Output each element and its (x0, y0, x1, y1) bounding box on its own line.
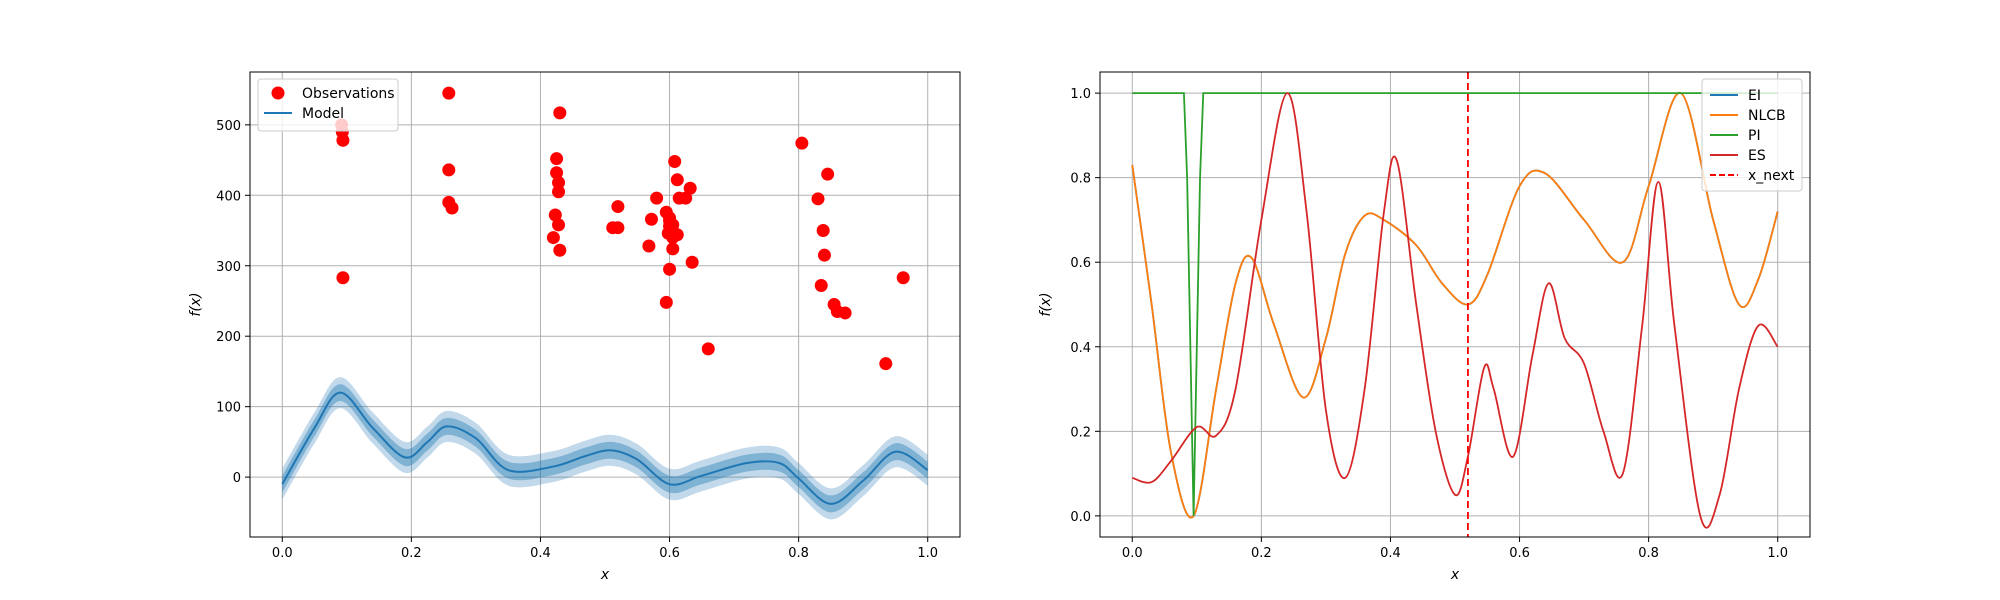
observation-point (685, 255, 699, 269)
right-ytick-label: 0.6 (1070, 256, 1091, 271)
left-ytick-label: 500 (216, 119, 241, 134)
legend-label-observations: Observations (302, 86, 395, 102)
left-ytick-label: 100 (216, 401, 241, 416)
observation-point (795, 136, 809, 150)
observation-point (611, 200, 625, 214)
right-xtick-label: 0.0 (1122, 546, 1143, 561)
right-ylabel: f(x) (1038, 292, 1054, 316)
legend-label-model: Model (302, 106, 344, 122)
left-xtick-label: 1.0 (917, 546, 938, 561)
right-frame (1099, 71, 1811, 538)
left-xtick-label: 0.6 (659, 546, 680, 561)
right-legend-box (1701, 78, 1803, 192)
series-es-line (1131, 92, 1779, 529)
legend-label-x-next: x_next (1748, 168, 1795, 184)
right-xtick-label: 0.8 (1638, 546, 1659, 561)
observation-point (838, 306, 852, 320)
observation-point (553, 243, 567, 257)
left-legend-box (257, 78, 399, 132)
observation-point (666, 242, 680, 256)
right-ytick-label: 1.0 (1070, 87, 1091, 102)
legend-label-pi: PI (1748, 128, 1761, 144)
model-line (281, 391, 929, 505)
observation-point (642, 239, 656, 253)
observation-point (666, 231, 680, 245)
observation-point (663, 219, 677, 233)
observation-point (672, 191, 686, 205)
observation-point (552, 176, 566, 190)
left-xtick-label: 0.0 (272, 546, 293, 561)
observation-point (650, 191, 664, 205)
left-legend: Observations Model (257, 78, 399, 132)
observation-point (606, 221, 620, 235)
left-ytick-label: 200 (216, 330, 241, 345)
left-plot-area (281, 86, 929, 520)
observation-point (663, 262, 677, 276)
observation-point (442, 163, 456, 177)
left-plot: 0.0 0.2 0.4 0.6 0.8 1.0 0 100 200 300 400 500 x f(x) O… (188, 71, 961, 583)
observation-point (336, 271, 350, 285)
observation-point (644, 212, 658, 226)
right-ytick-label: 0.0 (1070, 510, 1091, 525)
right-legend: EI NLCB PI ES x_next (1701, 78, 1803, 192)
right-plot: 0.0 0.2 0.4 0.6 0.8 1.0 0.0 0.2 0.4 0.6 0.8 1.0 x f(x… (1038, 71, 1811, 583)
observation-point (546, 231, 560, 245)
observation-point (659, 295, 673, 309)
observation-point (552, 185, 566, 199)
observation-point (814, 278, 828, 292)
left-ytick-label: 300 (216, 260, 241, 275)
right-xtick-label: 0.6 (1509, 546, 1530, 561)
observation-point (821, 167, 835, 181)
series-nlcb-line (1131, 92, 1779, 519)
left-xtick-label: 0.2 (401, 546, 422, 561)
observation-point (668, 154, 682, 168)
legend-label-nlcb: NLCB (1748, 108, 1786, 124)
left-ytick-label: 400 (216, 189, 241, 204)
observation-point (817, 248, 831, 262)
right-plot-area (1131, 72, 1779, 537)
left-xlabel: x (600, 567, 610, 583)
left-xtick-label: 0.4 (530, 546, 551, 561)
observation-point (445, 201, 459, 215)
legend-label-es: ES (1748, 148, 1766, 164)
left-frame (249, 71, 961, 538)
right-xlabel: x (1450, 567, 1460, 583)
observation-point (879, 357, 893, 371)
observation-point (701, 342, 715, 356)
right-xtick-label: 0.2 (1251, 546, 1272, 561)
observation-point (548, 208, 562, 222)
observation-point (336, 133, 350, 147)
right-ytick-label: 0.8 (1070, 172, 1091, 187)
observation-point (550, 152, 564, 166)
left-grid (250, 72, 960, 537)
observation-point (442, 86, 456, 100)
legend-marker-observations (271, 86, 285, 100)
series-pi-line (1132, 92, 1778, 516)
observation-point (683, 181, 697, 195)
left-ytick-label: 0 (233, 471, 241, 486)
series-ei-line (1131, 92, 1779, 519)
legend-label-ei: EI (1748, 88, 1761, 104)
observation-point (553, 106, 567, 120)
observation-point (550, 166, 564, 180)
model-band-inner (282, 384, 928, 513)
model-band-outer (282, 377, 928, 520)
observation-point (816, 224, 830, 238)
right-ytick-label: 0.4 (1070, 341, 1091, 356)
observation-point (670, 173, 684, 187)
observation-point (552, 218, 566, 232)
left-ylabel: f(x) (188, 292, 204, 316)
observation-point (896, 271, 910, 285)
right-xtick-label: 1.0 (1767, 546, 1788, 561)
observation-point (811, 192, 825, 206)
right-ytick-label: 0.2 (1070, 425, 1091, 440)
left-xtick-label: 0.8 (788, 546, 809, 561)
right-xtick-label: 0.4 (1380, 546, 1401, 561)
